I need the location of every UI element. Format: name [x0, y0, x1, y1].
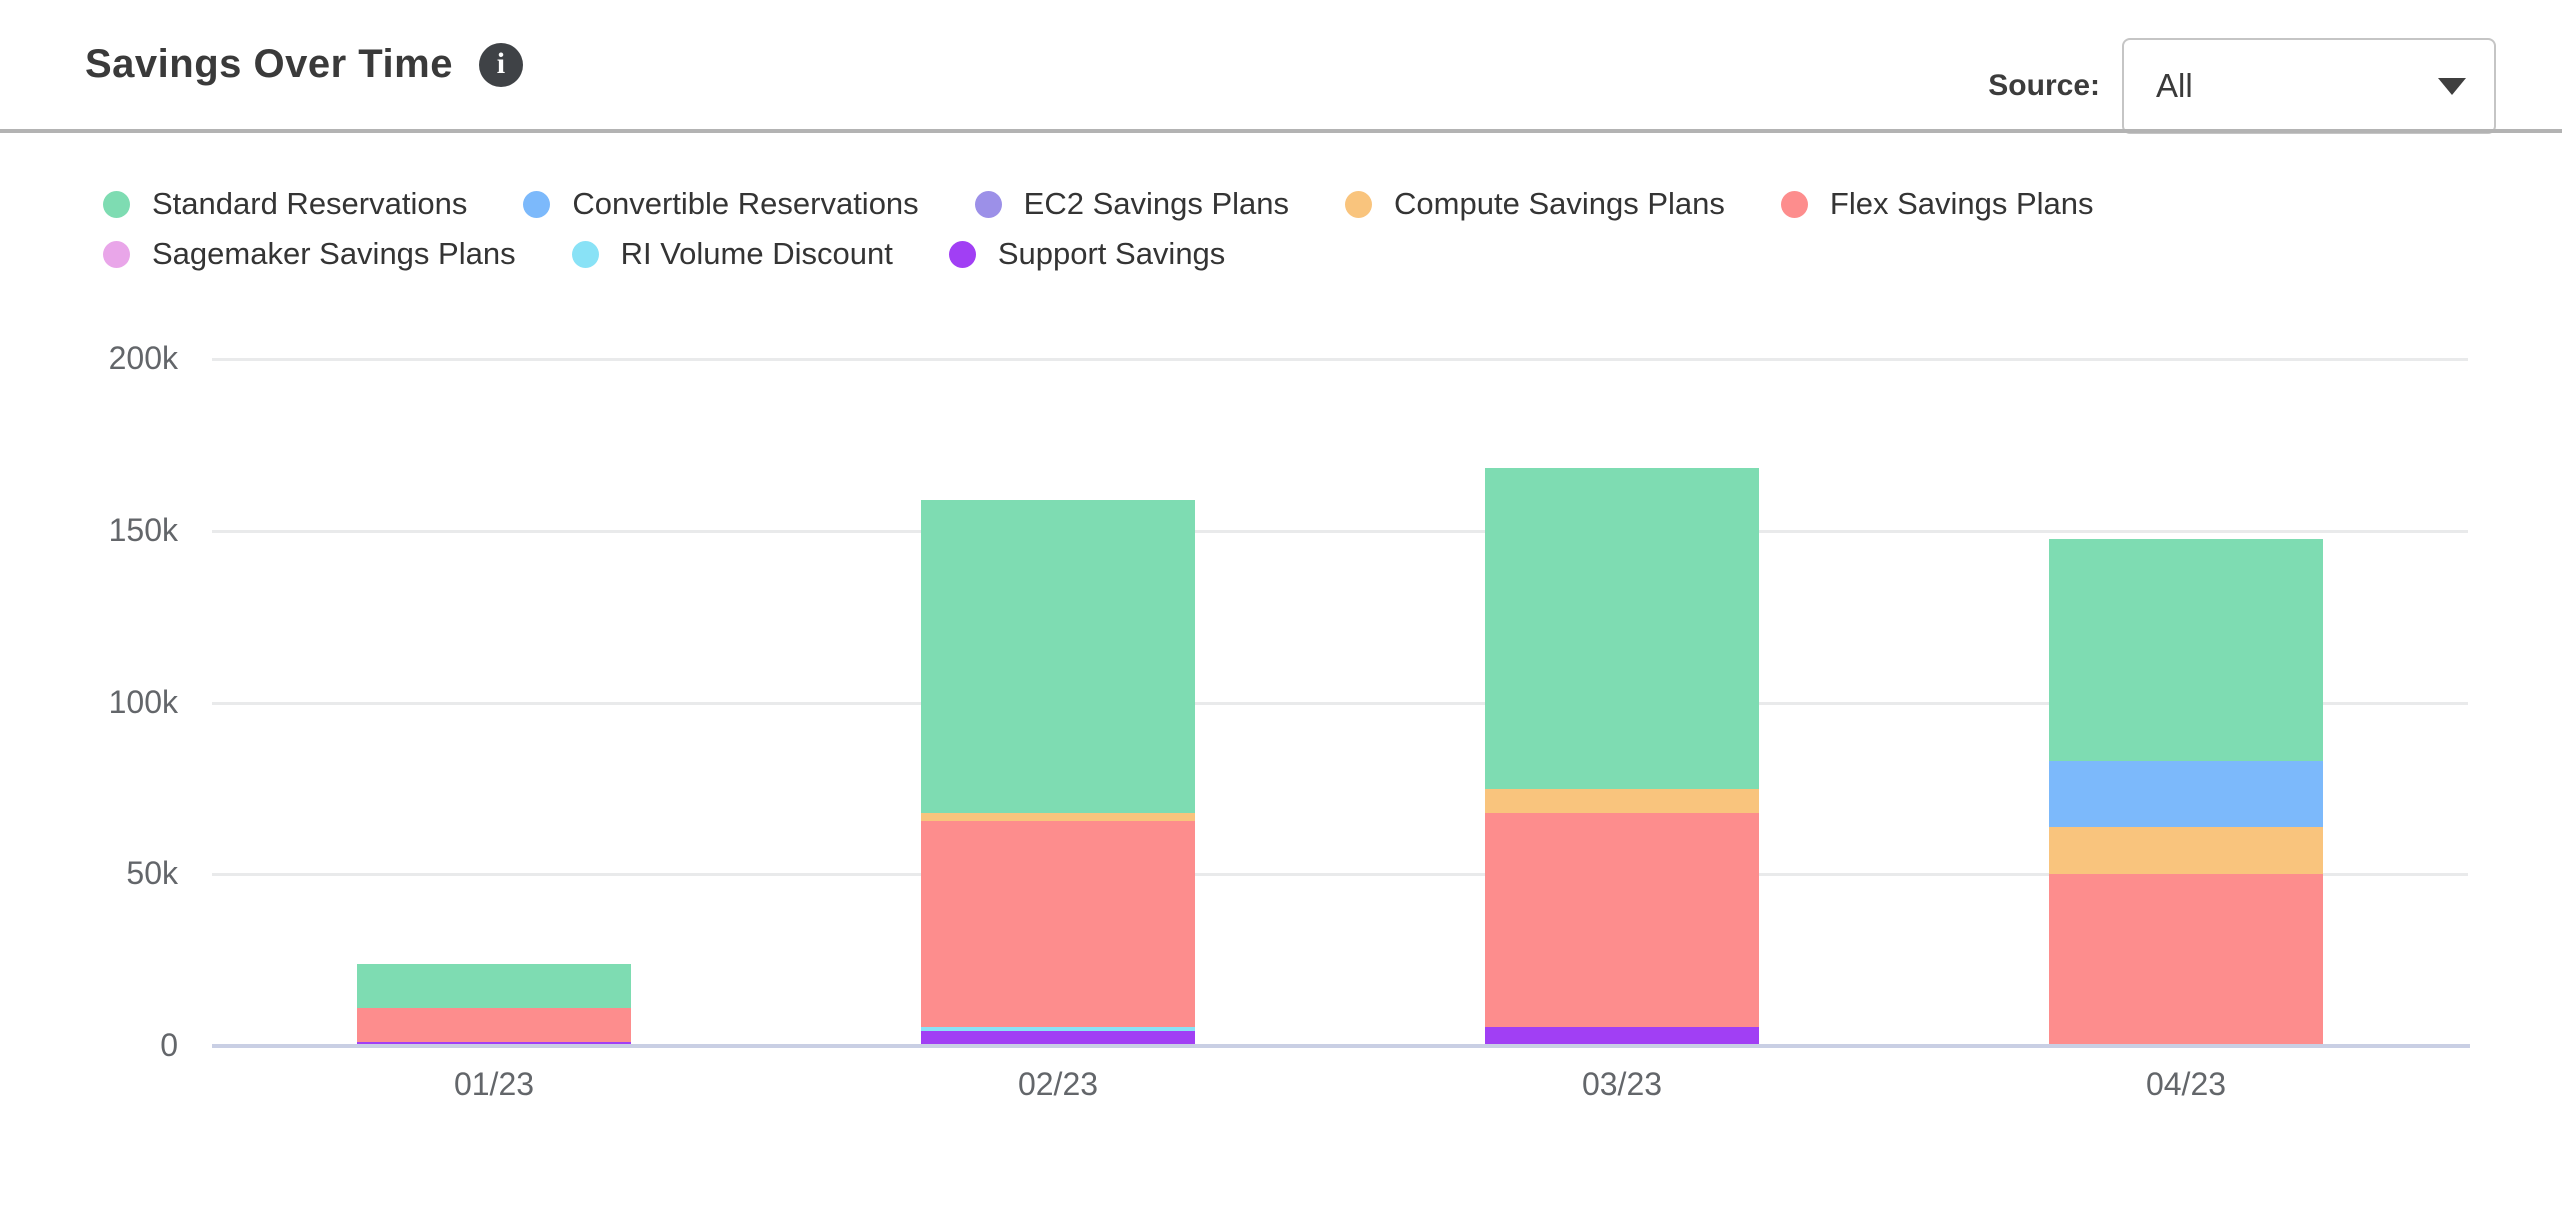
bar-segment[interactable] — [1485, 1026, 1759, 1046]
legend-item[interactable]: Standard Reservations — [103, 186, 467, 222]
info-icon[interactable]: i — [478, 42, 523, 87]
gridline — [212, 358, 2468, 361]
y-tick-label: 200k — [108, 340, 178, 376]
panel-title: Savings Over Time — [85, 42, 453, 86]
header-divider — [0, 129, 2562, 133]
legend-item[interactable]: Sagemaker Savings Plans — [103, 236, 516, 272]
bar-segment[interactable] — [357, 964, 631, 1008]
x-tick-label: 03/23 — [1581, 1066, 1663, 1102]
legend-item-label: RI Volume Discount — [620, 236, 893, 271]
bar-column[interactable] — [2049, 539, 2323, 1046]
x-tick-label: 01/23 — [453, 1066, 535, 1102]
legend-item-label: Support Savings — [997, 236, 1226, 271]
legend-dot-icon — [103, 190, 130, 218]
x-tick-label: 02/23 — [1017, 1066, 1099, 1102]
source-dropdown-value: All — [2156, 67, 2193, 104]
gridline — [212, 529, 2468, 533]
bar-segment[interactable] — [1485, 468, 1759, 790]
legend-item-label: EC2 Savings Plans — [1023, 186, 1290, 221]
bar-segment[interactable] — [921, 813, 1195, 822]
bar-segment[interactable] — [2049, 874, 2323, 1046]
gridline — [212, 701, 2468, 705]
bar-segment[interactable] — [1485, 789, 1759, 813]
legend-item-label: Flex Savings Plans — [1829, 186, 2094, 221]
y-tick-label: 150k — [108, 511, 178, 548]
legend-dot-icon — [974, 190, 1002, 218]
x-axis-baseline — [212, 1044, 2470, 1048]
legend-item-label: Standard Reservations — [152, 186, 468, 221]
bar-column[interactable] — [1485, 468, 1759, 1046]
title-wrap: Savings Over Time i — [85, 0, 523, 129]
source-dropdown[interactable]: All — [2122, 38, 2496, 134]
legend-item[interactable]: Compute Savings Plans — [1345, 186, 1725, 222]
source-label: Source: — [1988, 69, 2100, 102]
panel-header: Savings Over Time i Source: All — [0, 0, 2562, 134]
bar-segment[interactable] — [357, 1041, 631, 1046]
y-tick-label: 0 — [160, 1027, 178, 1063]
bar-column[interactable] — [921, 499, 1195, 1046]
legend-item[interactable]: Support Savings — [948, 236, 1226, 272]
legend-dot-icon — [1345, 190, 1373, 218]
x-tick-label: 04/23 — [2145, 1066, 2227, 1102]
legend-item[interactable]: EC2 Savings Plans — [974, 186, 1290, 222]
legend-dot-icon — [1780, 190, 1808, 218]
source-filter: Source: All — [1988, 38, 2496, 134]
y-tick-label: 50k — [126, 855, 178, 892]
legend-dot-icon — [948, 240, 976, 268]
legend-dot-icon — [571, 240, 599, 268]
legend-dot-icon — [523, 190, 551, 218]
bar-segment[interactable] — [2049, 760, 2323, 828]
legend-item[interactable]: RI Volume Discount — [571, 236, 893, 272]
y-tick-label: 100k — [108, 683, 178, 720]
legend-item[interactable]: Convertible Reservations — [523, 186, 919, 222]
chart-legend: Standard Reservations Convertible Reserva… — [103, 186, 2463, 272]
bar-segment[interactable] — [921, 499, 1195, 814]
bar-segment[interactable] — [2049, 539, 2323, 761]
bar-segment[interactable] — [357, 1007, 631, 1042]
legend-dot-icon — [103, 240, 130, 268]
bar-segment[interactable] — [921, 821, 1195, 1028]
chevron-down-icon — [2438, 77, 2466, 95]
legend-item-label: Convertible Reservations — [572, 186, 919, 221]
legend-item[interactable]: Flex Savings Plans — [1780, 186, 2094, 222]
bar-segment[interactable] — [921, 1030, 1195, 1046]
bar-column[interactable] — [357, 964, 631, 1046]
legend-item-label: Compute Savings Plans — [1394, 186, 1725, 221]
legend-item-label: Sagemaker Savings Plans — [152, 236, 516, 271]
bar-segment[interactable] — [1485, 812, 1759, 1027]
bar-segment[interactable] — [921, 1027, 1195, 1031]
info-icon-glyph: i — [496, 46, 506, 80]
bar-segment[interactable] — [2049, 827, 2323, 875]
gridline — [212, 873, 2468, 877]
